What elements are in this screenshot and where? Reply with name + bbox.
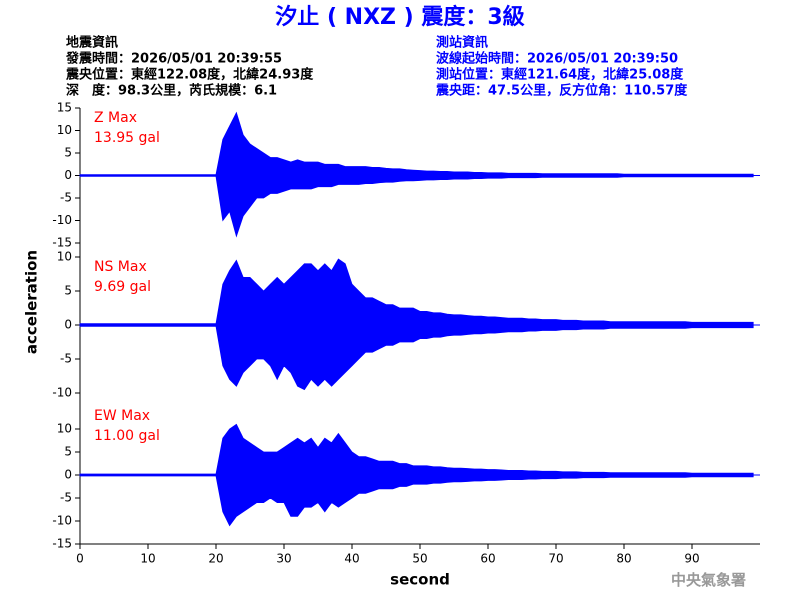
max-title: Z Max bbox=[94, 110, 137, 126]
y-tick-label: 10 bbox=[57, 422, 72, 436]
info-right: 測站資訊 bbox=[436, 35, 488, 51]
info-right: 震央距：47.5公里，反方位角：110.57度 bbox=[435, 83, 688, 99]
waveform bbox=[79, 474, 754, 527]
y-tick-label: -10 bbox=[52, 514, 72, 528]
x-tick-label: 90 bbox=[684, 552, 699, 566]
x-tick-label: 20 bbox=[208, 552, 223, 566]
x-tick-label: 70 bbox=[548, 552, 563, 566]
max-title: NS Max bbox=[94, 259, 147, 275]
info-right: 波線起始時間：2026/05/01 20:39:50 bbox=[436, 51, 678, 67]
x-tick-label: 0 bbox=[76, 552, 84, 566]
max-value: 11.00 gal bbox=[94, 428, 160, 444]
info-left: 深 度：98.3公里，芮氏規模：6.1 bbox=[66, 83, 277, 99]
footer: 中央氣象署 bbox=[671, 571, 746, 589]
y-tick-label: 0 bbox=[64, 168, 72, 182]
y-tick-label: 5 bbox=[64, 284, 72, 298]
y-tick-label: -15 bbox=[52, 537, 72, 551]
x-tick-label: 40 bbox=[344, 552, 359, 566]
info-left: 發震時間：2026/05/01 20:39:55 bbox=[65, 51, 282, 67]
y-tick-label: -5 bbox=[60, 352, 72, 366]
y-tick-label: 15 bbox=[57, 101, 72, 115]
waveform bbox=[79, 324, 754, 391]
y-tick-label: 10 bbox=[57, 250, 72, 264]
max-title: EW Max bbox=[94, 408, 150, 424]
y-tick-label: 0 bbox=[64, 318, 72, 332]
x-tick-label: 60 bbox=[480, 552, 495, 566]
y-tick-label: -10 bbox=[52, 386, 72, 400]
y-tick-label: -5 bbox=[60, 491, 72, 505]
x-tick-label: 50 bbox=[412, 552, 427, 566]
y-tick-label: 10 bbox=[57, 123, 72, 137]
x-tick-label: 80 bbox=[616, 552, 631, 566]
title: 汐止 ( NXZ ) 震度：3級 bbox=[275, 4, 524, 30]
x-axis-label: second bbox=[390, 571, 450, 589]
waveform bbox=[79, 111, 754, 176]
y-tick-label: -15 bbox=[52, 236, 72, 250]
info-right: 測站位置：東經121.64度，北緯25.08度 bbox=[436, 67, 684, 83]
info-left: 地震資訊 bbox=[66, 35, 118, 51]
y-tick-label: 0 bbox=[64, 468, 72, 482]
x-tick-label: 30 bbox=[276, 552, 291, 566]
info-left: 震央位置：東經122.08度，北緯24.93度 bbox=[65, 67, 314, 83]
y-tick-label: -5 bbox=[60, 191, 72, 205]
y-tick-label: 5 bbox=[64, 445, 72, 459]
waveform bbox=[79, 258, 754, 326]
max-value: 13.95 gal bbox=[94, 130, 160, 146]
y-tick-label: 5 bbox=[64, 146, 72, 160]
x-tick-label: 10 bbox=[140, 552, 155, 566]
y-axis-label: acceleration bbox=[23, 250, 41, 354]
waveform bbox=[79, 423, 754, 476]
max-value: 9.69 gal bbox=[94, 279, 151, 295]
y-tick-label: -10 bbox=[52, 213, 72, 227]
waveform bbox=[79, 175, 754, 238]
